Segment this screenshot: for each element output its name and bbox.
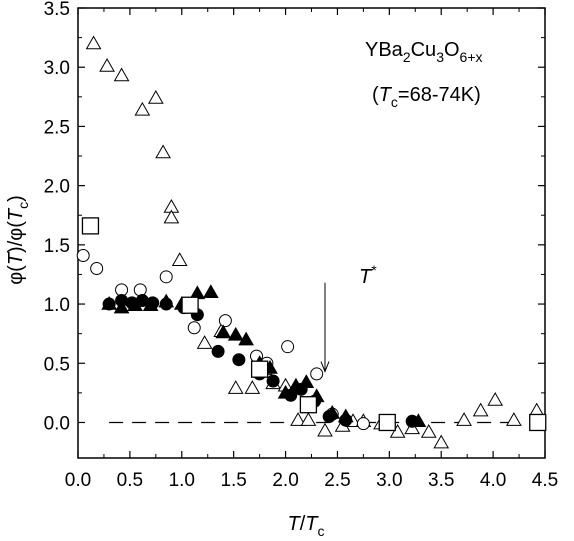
filled-triangle-point xyxy=(324,404,341,419)
filled-triangle-point xyxy=(127,297,143,311)
open-circle-point xyxy=(356,417,370,431)
open-triangle-point xyxy=(155,144,171,159)
open-triangle-point xyxy=(147,89,164,104)
x-axis-label: T/Tc xyxy=(288,513,325,539)
x-tick-label: 3.0 xyxy=(376,470,402,491)
x-tick-label: 1.0 xyxy=(169,470,195,491)
open-circle-point xyxy=(281,340,295,354)
filled-triangle-point xyxy=(158,293,175,308)
open-circle-point xyxy=(76,249,90,262)
open-triangle-point xyxy=(506,412,522,426)
open-circle-point xyxy=(187,321,201,335)
plot-area xyxy=(77,7,546,459)
open-circle-point xyxy=(310,367,324,381)
data-points xyxy=(76,35,547,449)
open-triangle-point xyxy=(472,402,489,417)
y-tick-label: 1.0 xyxy=(44,295,70,316)
open-circle-point xyxy=(159,270,173,284)
y-tick-label: 0.0 xyxy=(44,413,70,434)
open-circle-point xyxy=(90,262,104,276)
x-tick-label: 1.5 xyxy=(220,470,246,491)
filled-triangle-point xyxy=(113,299,130,314)
x-tick-label: 4.0 xyxy=(480,470,506,491)
tstar-label: T* xyxy=(359,262,377,288)
filled-triangle-point xyxy=(277,384,294,399)
open-triangle-point xyxy=(99,58,115,72)
filled-circle-point xyxy=(232,353,246,367)
y-tick-label: 1.5 xyxy=(44,236,70,257)
open-triangle-point xyxy=(163,209,180,224)
filled-triangle-point xyxy=(215,324,232,339)
filled-triangle-point xyxy=(337,408,354,423)
open-triangle-point xyxy=(433,434,450,449)
filled-triangle-point xyxy=(227,326,244,341)
y-tick-label: 2.5 xyxy=(44,117,70,138)
x-tick-label: 0.5 xyxy=(117,470,143,491)
compound-label: YBa2Cu3O6+x xyxy=(365,39,483,65)
y-axis-label: φ(T)/φ(Tc) xyxy=(5,195,31,285)
open-triangle-point xyxy=(134,101,151,116)
filled-triangle-point xyxy=(238,331,254,346)
open-square-point xyxy=(529,413,547,432)
open-triangle-point xyxy=(196,335,213,349)
y-tick-label: 0.5 xyxy=(44,354,70,375)
x-tick-label: 3.5 xyxy=(428,470,454,491)
filled-circle-point xyxy=(211,344,225,358)
filled-circle-point xyxy=(266,374,280,388)
open-triangle-point xyxy=(113,67,130,82)
open-triangle-point xyxy=(456,412,472,426)
open-triangle-point xyxy=(290,412,306,426)
x-tick-label: 4.5 xyxy=(532,470,558,491)
y-tick-label: 3.5 xyxy=(44,0,70,20)
y-tick-label: 2.0 xyxy=(44,177,70,198)
open-square-point xyxy=(81,217,100,235)
filled-triangle-point xyxy=(410,413,427,428)
open-triangle-point xyxy=(420,423,437,438)
y-tick-label: 3.0 xyxy=(44,58,70,79)
axis-ticks: 0.0 0.5 1.0 1.5 2.0 2.5 3.0 3.5 4.0 4.5 0.0 0.5 1.0 1… xyxy=(44,0,559,491)
filled-triangle-point xyxy=(101,296,117,310)
open-square-point xyxy=(378,413,396,432)
open-triangle-point xyxy=(85,35,102,50)
tc-range-label: (Tc=68-74K) xyxy=(372,84,481,110)
open-triangle-point xyxy=(317,422,333,437)
open-square-point xyxy=(250,360,269,378)
filled-triangle-point xyxy=(298,374,315,388)
x-tick-label: 2.5 xyxy=(324,470,350,491)
x-tick-label: 2.0 xyxy=(272,470,298,491)
open-triangle-point xyxy=(227,380,244,394)
tstar-arrow-head xyxy=(320,361,330,373)
open-triangle-point xyxy=(300,412,317,426)
open-circle-point xyxy=(133,283,147,297)
tstar-arrow xyxy=(320,282,330,373)
x-tick-label: 0.0 xyxy=(65,470,91,491)
open-triangle-point xyxy=(487,391,504,406)
open-square-point xyxy=(181,296,199,314)
open-triangle-point xyxy=(171,252,188,266)
filled-triangle-point xyxy=(202,284,219,298)
open-circle-point xyxy=(218,314,232,328)
open-triangle-point xyxy=(244,380,261,394)
filled-triangle-point xyxy=(142,297,159,311)
open-square-point xyxy=(299,396,318,414)
